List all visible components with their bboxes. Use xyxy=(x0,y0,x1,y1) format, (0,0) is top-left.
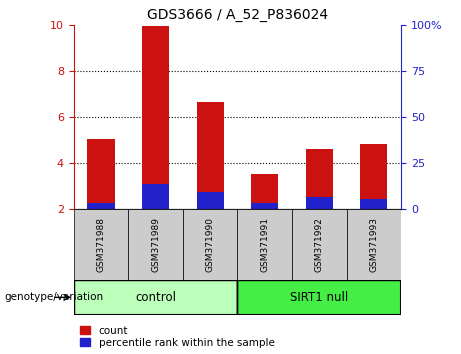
Bar xyxy=(128,209,183,280)
Bar xyxy=(306,198,333,209)
Bar xyxy=(142,26,169,209)
Bar xyxy=(196,102,224,209)
Bar xyxy=(292,209,347,280)
Bar xyxy=(360,199,387,209)
Bar xyxy=(88,203,115,209)
Text: GSM371992: GSM371992 xyxy=(315,217,324,272)
Text: GSM371991: GSM371991 xyxy=(260,217,269,272)
Bar xyxy=(251,174,278,209)
Title: GDS3666 / A_52_P836024: GDS3666 / A_52_P836024 xyxy=(147,8,328,22)
Text: SIRT1 null: SIRT1 null xyxy=(290,291,349,304)
Bar xyxy=(142,183,169,209)
Bar xyxy=(347,209,401,280)
Bar xyxy=(237,209,292,280)
Bar xyxy=(251,203,278,209)
Bar xyxy=(360,144,387,209)
Bar xyxy=(237,280,401,315)
Text: GSM371990: GSM371990 xyxy=(206,217,215,272)
Bar xyxy=(196,192,224,209)
Bar xyxy=(74,280,237,315)
Text: genotype/variation: genotype/variation xyxy=(5,292,104,302)
Text: control: control xyxy=(135,291,176,304)
Text: GSM371993: GSM371993 xyxy=(369,217,378,272)
Bar xyxy=(183,209,237,280)
Text: GSM371988: GSM371988 xyxy=(96,217,106,272)
Bar xyxy=(306,149,333,209)
Text: GSM371989: GSM371989 xyxy=(151,217,160,272)
Bar xyxy=(74,209,128,280)
Bar xyxy=(88,139,115,209)
Legend: count, percentile rank within the sample: count, percentile rank within the sample xyxy=(79,325,276,349)
